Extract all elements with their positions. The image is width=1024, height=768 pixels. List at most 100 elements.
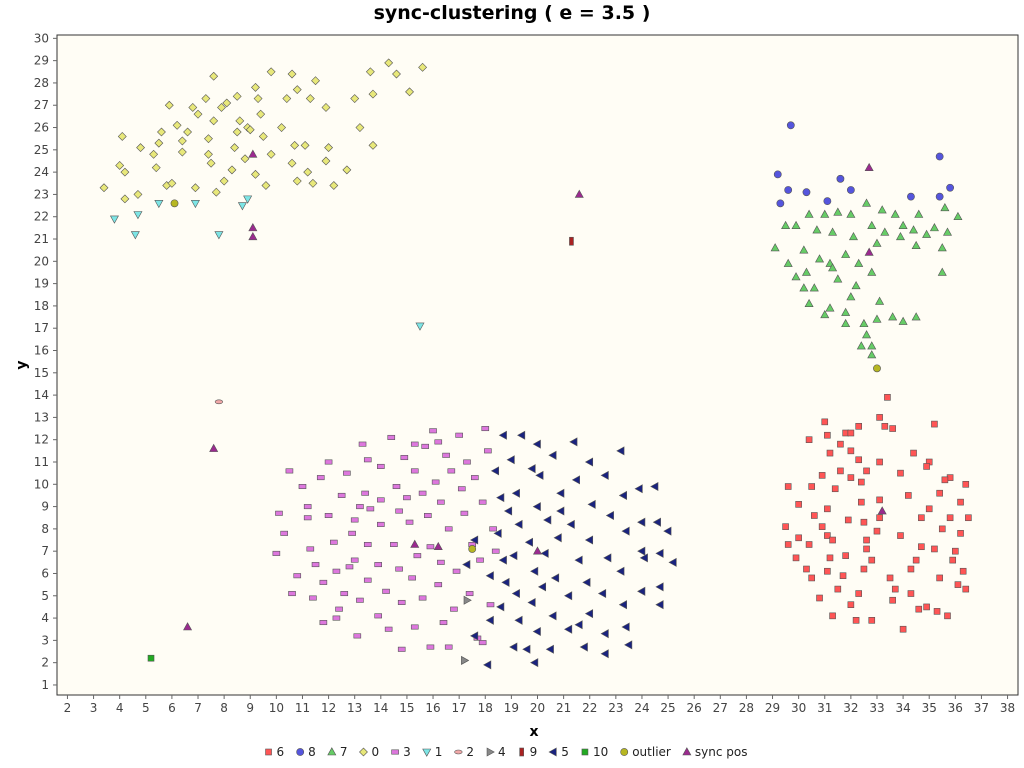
data-point (403, 495, 411, 501)
legend-marker (486, 747, 495, 757)
y-tick-label: 1 (41, 678, 49, 692)
data-point (786, 121, 795, 130)
data-point (863, 467, 870, 475)
data-point (392, 484, 401, 490)
data-point (319, 620, 328, 626)
x-tick-label: 15 (399, 701, 414, 715)
data-point (918, 543, 925, 551)
data-point (931, 545, 938, 553)
data-point (377, 497, 385, 503)
data-point (390, 541, 398, 547)
data-point (455, 432, 463, 438)
data-point (368, 89, 378, 99)
data-point (833, 274, 843, 283)
data-point (450, 606, 458, 612)
data-point (149, 149, 159, 159)
data-point (444, 526, 453, 532)
y-tick-label: 22 (34, 210, 49, 224)
data-point (211, 187, 221, 197)
data-point (881, 423, 889, 430)
x-tick-label: 31 (817, 701, 832, 715)
series-2 (214, 399, 224, 405)
data-point (498, 555, 507, 565)
data-point (230, 143, 240, 153)
legend-marker (548, 747, 557, 757)
data-point (206, 158, 216, 168)
data-point (461, 655, 470, 665)
x-tick-label: 16 (425, 701, 440, 715)
data-point (942, 227, 953, 236)
data-point (232, 127, 242, 137)
data-point (855, 456, 863, 464)
y-tick-label: 24 (34, 165, 49, 179)
data-point (802, 188, 811, 197)
data-point (190, 200, 200, 209)
data-point (503, 506, 513, 516)
data-point (188, 103, 198, 112)
data-point (864, 162, 874, 171)
data-point (277, 123, 287, 132)
data-point (120, 194, 130, 204)
data-point (248, 149, 258, 158)
data-point (856, 341, 866, 350)
data-point (253, 94, 263, 103)
data-point (332, 568, 341, 574)
data-point (846, 209, 856, 218)
data-point (574, 189, 584, 198)
data-point (566, 519, 575, 529)
data-point (99, 183, 109, 193)
legend-marker (581, 748, 589, 756)
data-point (275, 510, 283, 516)
data-point (437, 559, 445, 565)
x-tick-label: 24 (634, 701, 649, 715)
data-point (356, 597, 364, 603)
data-point (954, 581, 962, 588)
data-point (429, 428, 437, 434)
data-point (350, 517, 359, 523)
data-point (876, 414, 883, 421)
data-point (791, 272, 801, 281)
data-point (266, 67, 276, 77)
data-point (784, 541, 792, 548)
data-point (418, 62, 428, 72)
data-point (460, 510, 469, 516)
data-point (522, 644, 531, 654)
data-point (587, 499, 596, 509)
legend-item-outlier: outlier (620, 745, 671, 759)
data-point (808, 483, 815, 490)
data-point (133, 190, 143, 199)
chart-title: sync-clustering ( e = 3.5 ) (373, 2, 651, 24)
data-point (170, 199, 179, 208)
data-point (898, 316, 908, 325)
data-point (863, 545, 870, 553)
data-point (556, 488, 565, 498)
data-point (496, 602, 505, 612)
data-point (530, 566, 539, 576)
data-point (818, 523, 826, 530)
y-tick-label: 21 (34, 232, 49, 246)
data-point (809, 283, 819, 292)
data-point (214, 399, 224, 405)
x-tick-label: 19 (504, 701, 519, 715)
data-point (514, 519, 523, 529)
data-point (340, 591, 349, 597)
data-point (663, 526, 672, 536)
legend-marker (454, 749, 463, 755)
data-point (463, 595, 472, 605)
data-point (227, 165, 237, 175)
data-point (846, 186, 855, 194)
series-8 (773, 121, 955, 208)
data-point (895, 231, 905, 241)
data-point (316, 475, 325, 481)
data-point (209, 116, 219, 126)
data-point (240, 154, 250, 164)
data-point (844, 516, 852, 524)
data-point (324, 143, 334, 153)
data-point (801, 267, 811, 276)
data-point (363, 541, 372, 547)
y-tick-label: 6 (41, 566, 49, 580)
data-point (833, 207, 843, 216)
data-point (311, 76, 320, 86)
data-point (303, 515, 312, 521)
